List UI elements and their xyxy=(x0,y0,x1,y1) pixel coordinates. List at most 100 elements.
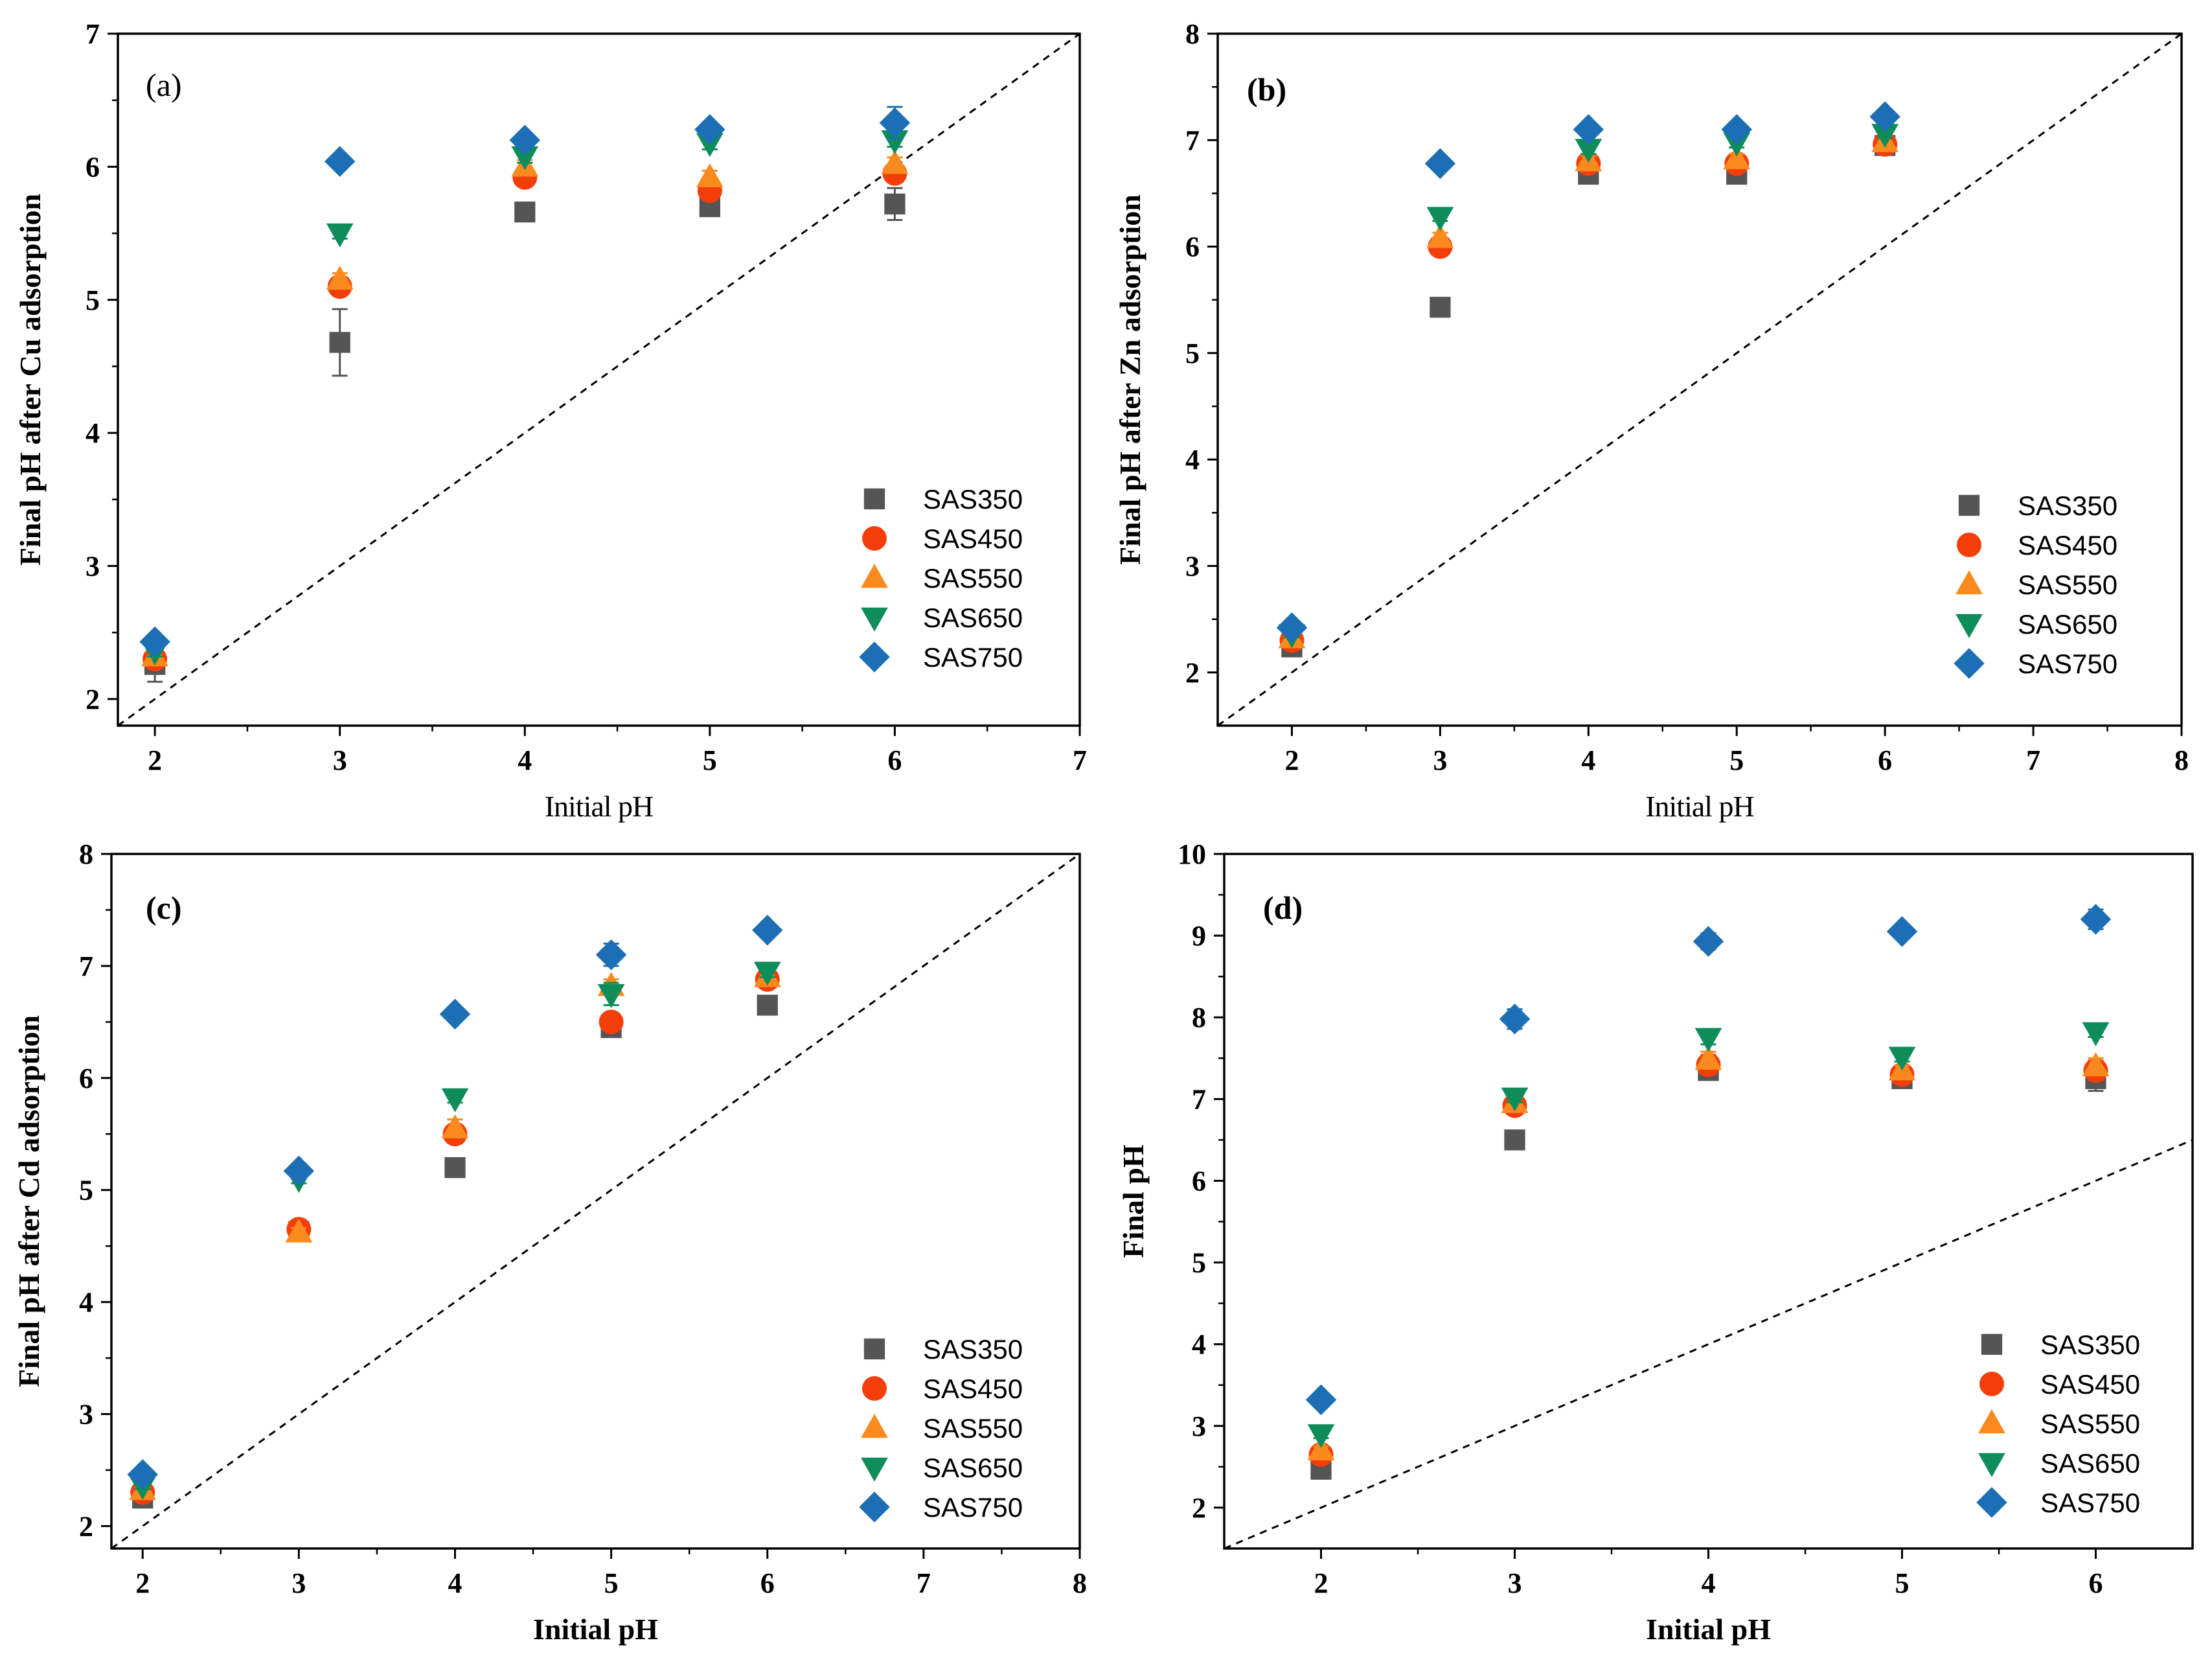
x-tick-label: 2 xyxy=(1314,1567,1328,1599)
legend-marker xyxy=(1958,494,1980,516)
x-tick-label: 4 xyxy=(1581,744,1595,776)
x-tick-label: 8 xyxy=(2174,744,2189,776)
y-tick-label: 3 xyxy=(86,551,100,582)
legend: SAS350 SAS450 SAS550 SAS650 SAS750 xyxy=(859,484,1023,673)
legend-label: SAS450 xyxy=(923,1374,1023,1404)
data-point xyxy=(2082,1052,2110,1077)
x-tick-label: 8 xyxy=(1073,1567,1087,1599)
legend-marker xyxy=(1955,570,1983,595)
x-tick-label: 5 xyxy=(604,1567,619,1599)
x-tick-label: 7 xyxy=(1073,744,1087,776)
legend-marker xyxy=(1981,1333,2003,1355)
data-point xyxy=(597,984,625,1008)
data-point xyxy=(1573,114,1604,145)
data-point xyxy=(326,266,354,290)
legend-label: SAS650 xyxy=(923,603,1023,633)
data-point xyxy=(509,124,541,156)
legend-marker xyxy=(861,1414,888,1438)
series-SAS450 xyxy=(1308,1052,2108,1467)
plot-frame xyxy=(117,32,1081,727)
legend-label: SAS350 xyxy=(923,484,1023,514)
legend-marker xyxy=(861,1457,888,1482)
series-SAS350 xyxy=(132,995,778,1509)
data-point xyxy=(1694,1028,1722,1052)
x-tick-label: 2 xyxy=(135,1567,150,1599)
legend-label: SAS750 xyxy=(923,642,1023,673)
data-point xyxy=(1871,124,1899,148)
series-SAS750 xyxy=(127,914,783,1490)
legend-label: SAS350 xyxy=(923,1334,1023,1364)
y-tick-label: 10 xyxy=(1178,838,1206,870)
y-tick-label: 7 xyxy=(1185,124,1200,156)
x-axis-title: Initial pH xyxy=(545,790,654,823)
y-tick-label: 2 xyxy=(79,1510,93,1542)
legend-label: SAS750 xyxy=(2018,649,2117,679)
y-tick-label: 5 xyxy=(79,1175,93,1206)
panel-label: (c) xyxy=(146,890,182,926)
x-tick-label: 2 xyxy=(1284,744,1299,776)
data-point xyxy=(1424,148,1456,179)
y-tick-label: 7 xyxy=(86,18,100,50)
legend-marker xyxy=(863,488,885,510)
data-point xyxy=(1276,612,1308,643)
x-tick-label: 3 xyxy=(291,1567,306,1599)
series-SAS550 xyxy=(129,963,781,1501)
legend-marker xyxy=(859,1491,890,1523)
chart-panel-4: 2 3 4 5 6 2 3 4 5 6 7 8 9 10 Initial pH Final pH (d) SAS3… xyxy=(1117,838,2194,1646)
y-tick-label: 4 xyxy=(86,417,100,449)
data-point xyxy=(595,939,627,971)
panel-label: (d) xyxy=(1263,890,1303,926)
y-tick-label: 4 xyxy=(1185,444,1200,476)
y-tick-label: 8 xyxy=(1192,1002,1206,1033)
y-tick-label: 5 xyxy=(1185,338,1200,369)
x-tick-label: 6 xyxy=(2089,1567,2103,1599)
data-point xyxy=(1723,145,1751,170)
series-SAS350 xyxy=(1310,1060,2106,1480)
legend: SAS350 SAS450 SAS550 SAS650 SAS750 xyxy=(1954,490,2117,679)
y-tick-label: 7 xyxy=(79,950,93,982)
x-axis-title: Initial pH xyxy=(533,1613,658,1646)
y-axis-title: Final pH after Zn adsorption xyxy=(1113,194,1146,565)
data-point xyxy=(1694,1045,1722,1070)
data-point xyxy=(1501,1087,1529,1112)
data-point xyxy=(441,1088,469,1112)
data-point xyxy=(2080,904,2112,935)
y-tick-label: 7 xyxy=(1192,1083,1206,1115)
y-axis-title: Final pH after Cd adsorption xyxy=(12,1015,45,1387)
data-point xyxy=(751,914,783,946)
series-SAS550 xyxy=(1307,1045,2110,1460)
data-point xyxy=(1504,1129,1525,1151)
data-point xyxy=(439,998,471,1030)
data-point xyxy=(1305,1384,1337,1416)
x-tick-label: 5 xyxy=(1895,1567,1910,1599)
legend-label: SAS550 xyxy=(923,1413,1023,1444)
data-point xyxy=(1886,916,1918,947)
panel-label: (a) xyxy=(146,67,182,103)
y-axis-title: Final pH xyxy=(1117,1144,1150,1258)
legend-marker xyxy=(1978,1453,2005,1477)
series-SAS350 xyxy=(1281,135,1896,658)
series-SAS550 xyxy=(141,150,909,667)
reference-line xyxy=(111,853,1080,1550)
x-tick-label: 5 xyxy=(703,744,717,776)
legend-label: SAS550 xyxy=(2018,570,2117,600)
y-tick-label: 9 xyxy=(1192,920,1206,952)
x-tick-label: 7 xyxy=(917,1567,931,1599)
legend-label: SAS450 xyxy=(923,524,1023,554)
y-tick-label: 8 xyxy=(1185,18,1200,50)
y-tick-label: 3 xyxy=(79,1399,93,1431)
y-tick-label: 6 xyxy=(1192,1165,1206,1197)
legend-label: SAS650 xyxy=(2018,609,2117,639)
series-SAS750 xyxy=(139,106,911,658)
data-point xyxy=(1430,297,1451,318)
series-SAS750 xyxy=(1305,904,2112,1416)
reference-line xyxy=(1224,1139,2193,1550)
x-tick-label: 4 xyxy=(448,1567,462,1599)
series-SAS350 xyxy=(144,187,906,683)
data-point xyxy=(1693,926,1724,957)
data-point xyxy=(511,146,539,170)
y-tick-label: 6 xyxy=(86,151,100,183)
data-point xyxy=(1869,101,1900,132)
x-axis-title: Initial pH xyxy=(1646,1613,1771,1646)
legend-label: SAS750 xyxy=(2040,1488,2140,1518)
